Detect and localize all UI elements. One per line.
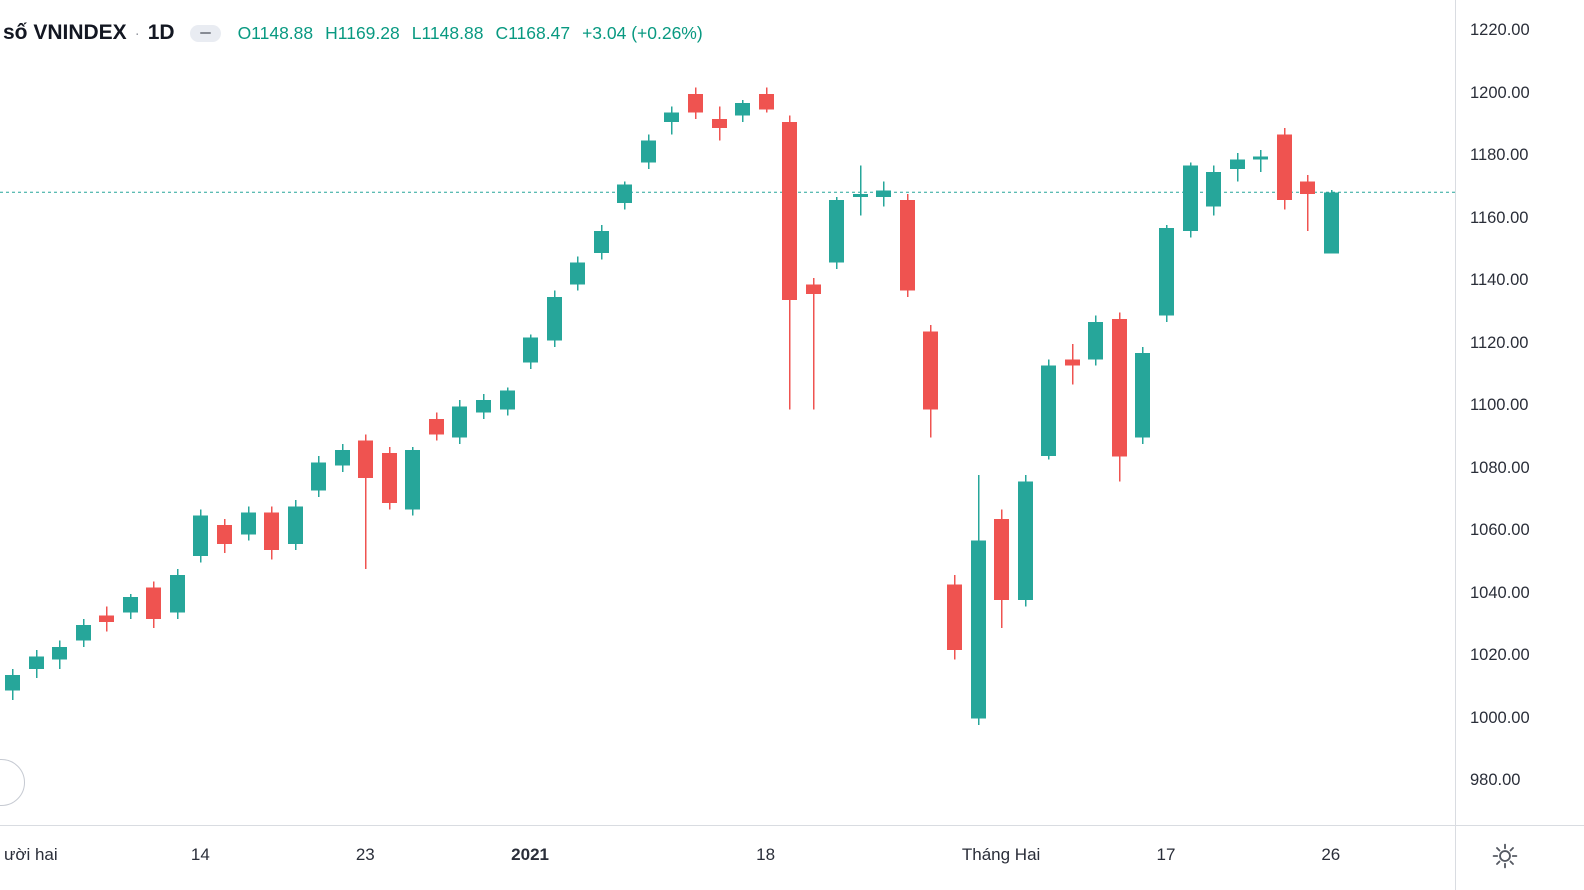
price-tick-label: 1180.00 xyxy=(1470,146,1529,165)
price-tick-label: 1040.00 xyxy=(1470,583,1530,602)
candle-body xyxy=(429,418,444,435)
candle-body xyxy=(405,450,420,510)
candle-body xyxy=(288,506,303,544)
time-tick-label: 26 xyxy=(1321,845,1341,864)
price-tick-label: 1160.00 xyxy=(1470,208,1529,227)
candle-body xyxy=(193,515,208,557)
time-tick-label: 17 xyxy=(1156,845,1176,864)
candle-body xyxy=(311,462,326,491)
candle-body xyxy=(923,331,938,410)
candle-body xyxy=(264,512,279,550)
time-axis-settings-button[interactable] xyxy=(1490,842,1520,872)
legend: số VNINDEX · 1D O1148.88 H1169.28 L1148.… xyxy=(3,21,703,45)
candle-body xyxy=(1253,156,1268,160)
candle-body xyxy=(76,625,91,641)
time-tick-label: 14 xyxy=(190,845,210,864)
candle-body xyxy=(688,93,703,113)
close-value: C1168.47 xyxy=(495,22,571,43)
candle-body xyxy=(1112,318,1127,457)
open-value: O1148.88 xyxy=(237,22,314,43)
candle-body xyxy=(217,525,232,544)
candle-body xyxy=(664,112,679,122)
price-tick-label: 1100.00 xyxy=(1470,396,1529,415)
candle-body xyxy=(1277,134,1292,200)
candle-body xyxy=(1159,228,1174,316)
price-tick-label: 1000.00 xyxy=(1470,708,1530,727)
legend-collapse-button[interactable] xyxy=(189,24,221,42)
candle-body xyxy=(1300,181,1315,194)
candle-body xyxy=(5,675,20,691)
candle-body xyxy=(99,615,114,622)
candle-body xyxy=(1206,171,1221,207)
candle-body xyxy=(876,190,891,197)
ohlc-readout: O1148.88 H1169.28 L1148.88 C1168.47 +3.0… xyxy=(238,23,703,44)
candle-body xyxy=(994,518,1009,601)
candle-body xyxy=(782,121,797,301)
candle-body xyxy=(829,200,844,263)
time-tick-label: 2021 xyxy=(511,845,550,864)
candle-body xyxy=(947,584,962,650)
time-tick-label: 23 xyxy=(355,845,375,864)
high-value: H1169.28 xyxy=(325,22,400,43)
candle-body xyxy=(1183,165,1198,232)
symbol-title[interactable]: số VNINDEX xyxy=(3,21,127,44)
candle-body xyxy=(1088,321,1103,360)
price-tick-label: 1060.00 xyxy=(1470,521,1530,540)
candle-body xyxy=(335,450,350,466)
axis-corner xyxy=(1455,825,1584,890)
candle-body xyxy=(1065,359,1080,366)
candle-body xyxy=(1135,353,1150,438)
candle-body xyxy=(123,596,138,613)
candle-series xyxy=(5,87,1339,725)
time-tick-label: Tháng Hai xyxy=(961,845,1041,864)
candle-body xyxy=(547,296,562,341)
price-pane: số VNINDEX · 1D O1148.88 H1169.28 L1148.… xyxy=(0,0,1455,825)
legend-separator: · xyxy=(134,24,140,42)
time-axis[interactable]: ười hai 14 23 2021 18 Tháng Hai 17 26 xyxy=(0,825,1456,890)
candle-body xyxy=(1230,159,1245,169)
candle-body xyxy=(570,262,585,285)
candle-body xyxy=(358,440,373,479)
price-tick-label: 1120.00 xyxy=(1470,333,1529,352)
candle-body xyxy=(146,587,161,619)
time-tick-label: 18 xyxy=(756,845,776,864)
candle-body xyxy=(735,103,750,116)
price-tick-label: 1020.00 xyxy=(1470,646,1530,665)
candle-body xyxy=(1041,365,1056,457)
candle-body xyxy=(712,118,727,129)
price-tick-label: 980.00 xyxy=(1470,771,1521,790)
candle-body xyxy=(500,390,515,410)
candle-body xyxy=(382,453,397,504)
minus-icon xyxy=(199,32,211,34)
gear-icon xyxy=(1492,843,1518,868)
candle-body xyxy=(1324,192,1339,254)
candle-body xyxy=(853,193,868,197)
candle-body xyxy=(452,406,467,438)
price-tick-label: 1220.00 xyxy=(1470,21,1530,40)
candle-body xyxy=(617,184,632,204)
time-tick-label: ười hai xyxy=(3,845,58,864)
candle-body xyxy=(29,656,44,669)
price-tick-label: 1140.00 xyxy=(1470,271,1529,290)
candle-body xyxy=(806,284,821,294)
price-tick-label: 1080.00 xyxy=(1470,458,1530,477)
candle-body xyxy=(641,140,656,163)
price-tick-label: 1200.00 xyxy=(1470,83,1530,102)
change-value: +3.04 (+0.26%) xyxy=(582,22,703,43)
candle-body xyxy=(523,337,538,363)
price-axis[interactable]: 1220.00 1200.00 1180.00 1160.00 1140.00 1120.… xyxy=(1455,0,1584,826)
candle-body xyxy=(594,231,609,254)
candle-body xyxy=(971,540,986,719)
candle-body xyxy=(900,200,915,291)
candle-body xyxy=(52,646,67,660)
timeframe-label[interactable]: 1D xyxy=(147,21,175,44)
candle-body xyxy=(241,512,256,535)
chart-canvas[interactable] xyxy=(0,0,1455,825)
low-value: L1148.88 xyxy=(411,22,484,43)
candle-body xyxy=(759,93,774,110)
candle-body xyxy=(476,400,491,413)
candle-body xyxy=(170,575,185,613)
candle-body xyxy=(1018,481,1033,600)
